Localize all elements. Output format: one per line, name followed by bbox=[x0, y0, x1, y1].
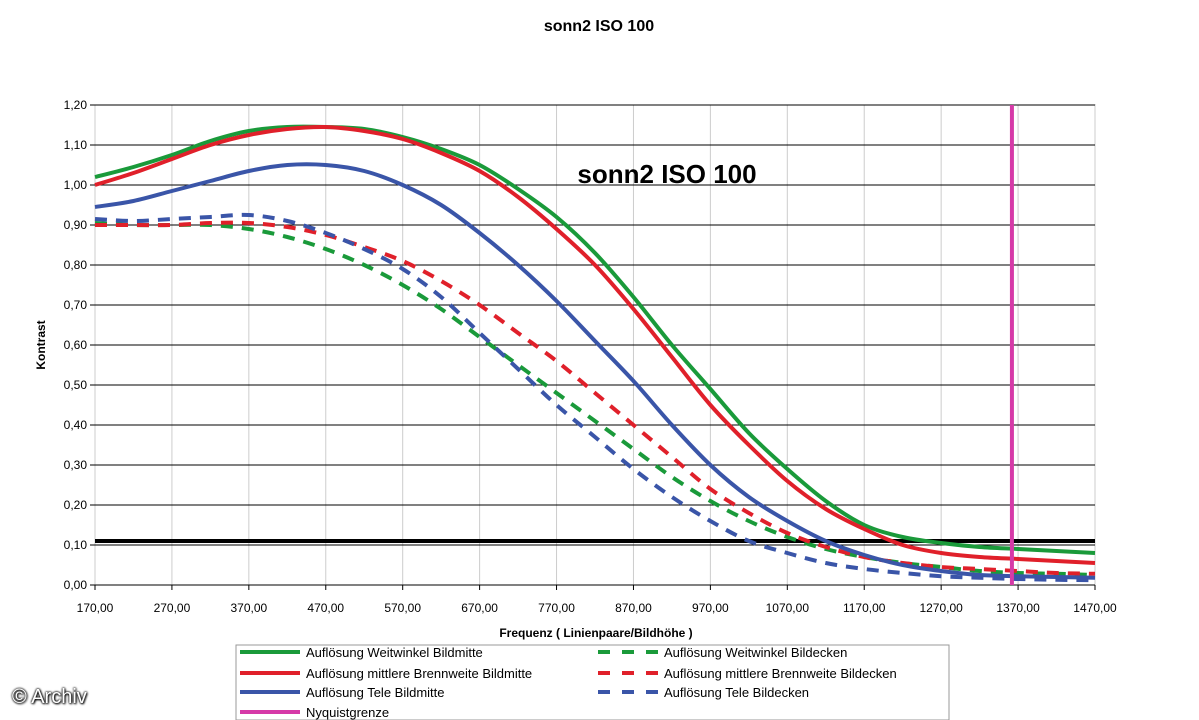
legend-label: Auflösung mittlere Brennweite Bildecken bbox=[664, 666, 897, 681]
x-tick-label: 1070,00 bbox=[766, 601, 810, 615]
copyright-watermark: © Archiv bbox=[12, 686, 87, 708]
y-tick-label: 0,70 bbox=[64, 298, 88, 312]
legend-label: Auflösung Tele Bildmitte bbox=[306, 685, 445, 700]
y-tick-label: 0,40 bbox=[64, 418, 88, 432]
chart-inner-title: sonn2 ISO 100 bbox=[577, 159, 756, 189]
series-line-aufl-sung-tele-bildecken bbox=[94, 212, 1096, 583]
y-tick-label: 0,50 bbox=[64, 378, 88, 392]
legend: Auflösung Weitwinkel Bildmitte Auflösung … bbox=[235, 644, 950, 720]
y-tick-label: 0,00 bbox=[64, 578, 88, 592]
x-tick-label: 270,00 bbox=[154, 601, 191, 615]
y-tick-label: 0,30 bbox=[64, 458, 88, 472]
x-tick-label: 370,00 bbox=[230, 601, 267, 615]
x-tick-label: 770,00 bbox=[538, 601, 575, 615]
legend-label: Nyquistgrenze bbox=[306, 705, 389, 720]
legend-label: Auflösung Weitwinkel Bildecken bbox=[664, 645, 847, 660]
x-axis-label: Frequenz ( Linienpaare/Bildhöhe ) bbox=[499, 626, 692, 640]
legend-label: Auflösung Weitwinkel Bildmitte bbox=[306, 645, 483, 660]
y-tick-label: 1,20 bbox=[64, 98, 88, 112]
x-tick-label: 570,00 bbox=[384, 601, 421, 615]
y-tick-label: 1,10 bbox=[64, 138, 88, 152]
y-tick-label: 0,60 bbox=[64, 338, 88, 352]
y-axis-label: Kontrast bbox=[34, 320, 48, 369]
chart-title: sonn2 ISO 100 bbox=[544, 18, 654, 35]
y-tick-label: 0,90 bbox=[64, 218, 88, 232]
legend-label: Auflösung mittlere Brennweite Bildmitte bbox=[306, 666, 532, 681]
x-tick-label: 1470,00 bbox=[1073, 601, 1117, 615]
x-tick-label: 670,00 bbox=[461, 601, 498, 615]
x-tick-label: 870,00 bbox=[615, 601, 652, 615]
y-tick-label: 1,00 bbox=[64, 178, 88, 192]
series-line-aufl-sung-mittlere-brennweite-bildecken bbox=[94, 220, 1096, 576]
plot-area: 170,00 270,00 370,00 470,00 570,00 670,00 770,… bbox=[64, 98, 1117, 615]
x-tick-label: 170,00 bbox=[77, 601, 114, 615]
x-tick-label: 470,00 bbox=[307, 601, 344, 615]
x-tick-label: 1270,00 bbox=[919, 601, 963, 615]
x-tick-label: 1370,00 bbox=[996, 601, 1040, 615]
series-line-aufl-sung-weitwinkel-bildmitte bbox=[94, 124, 1096, 555]
y-tick-label: 0,80 bbox=[64, 258, 88, 272]
x-tick-label: 1170,00 bbox=[843, 601, 886, 615]
series-line-aufl-sung-tele-bildmitte bbox=[94, 162, 1096, 580]
y-tick-label: 0,20 bbox=[64, 498, 88, 512]
legend-label: Auflösung Tele Bildecken bbox=[664, 685, 809, 700]
series-line-aufl-sung-mittlere-brennweite-bildmitte bbox=[94, 124, 1096, 565]
x-tick-label: 970,00 bbox=[692, 601, 729, 615]
legend-box bbox=[235, 644, 950, 720]
y-tick-label: 0,10 bbox=[64, 538, 88, 552]
